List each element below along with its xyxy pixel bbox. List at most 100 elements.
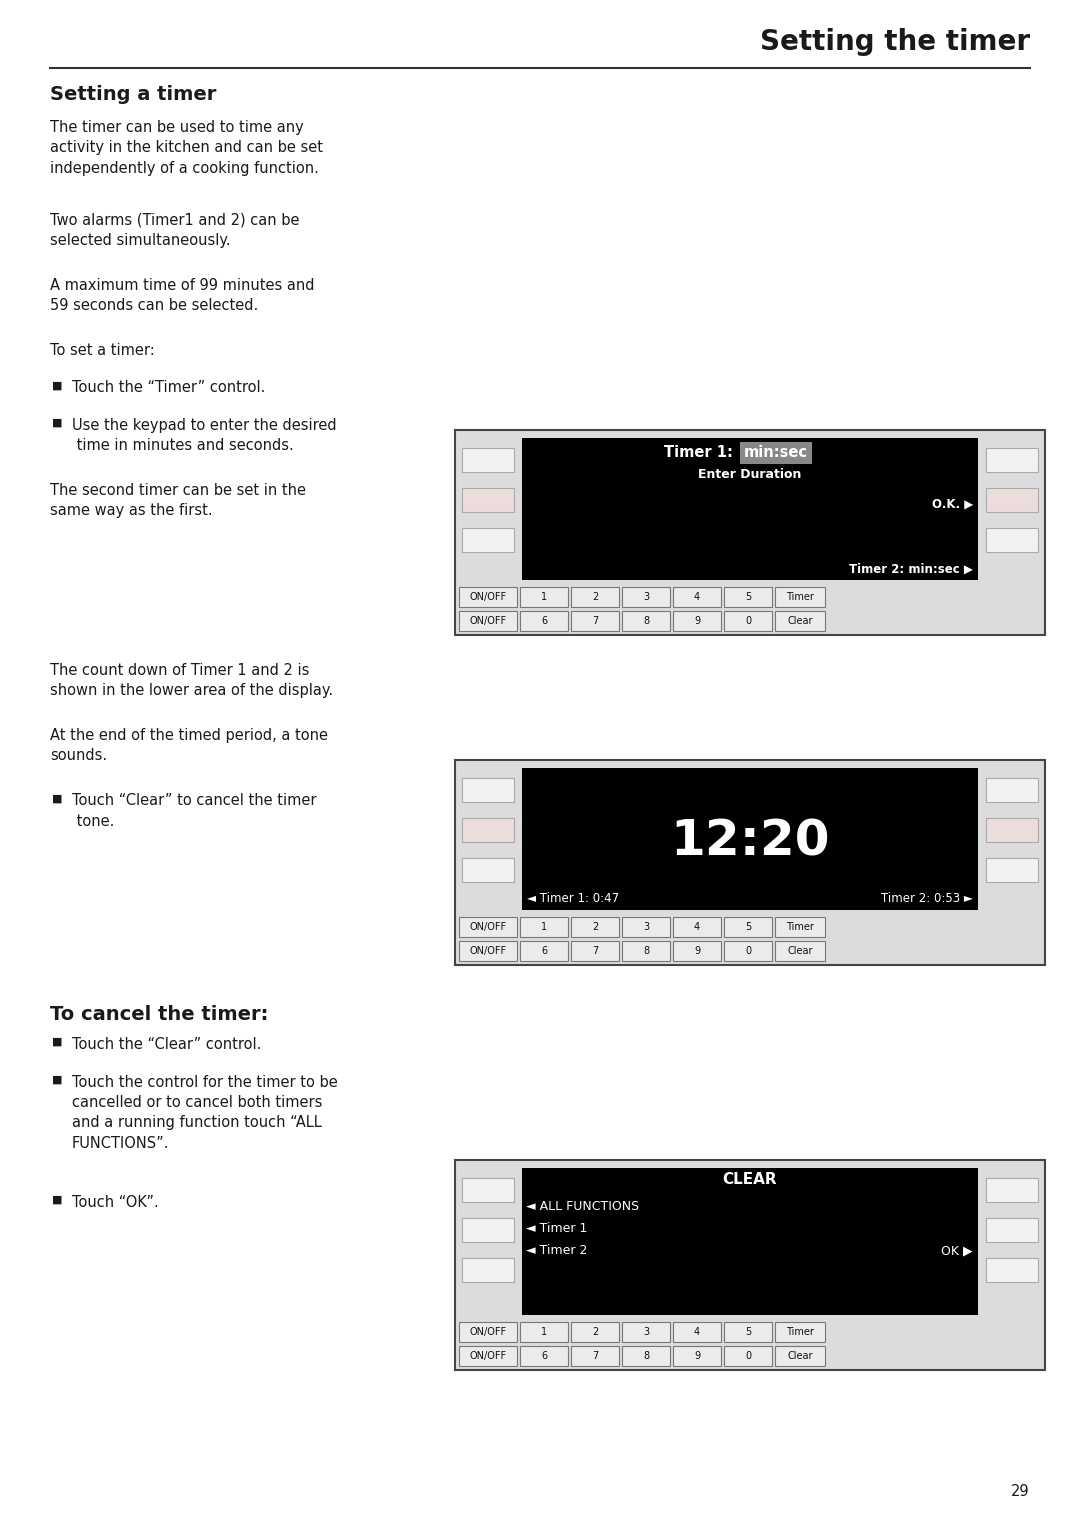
Bar [522, 889, 978, 910]
Bar [775, 586, 825, 608]
Bar [775, 941, 825, 960]
Bar [462, 858, 514, 883]
Bar [462, 777, 514, 802]
Bar [986, 1258, 1038, 1283]
Text: 8: 8 [643, 615, 649, 626]
Bar [462, 1177, 514, 1202]
Text: A maximum time of 99 minutes and
59 seconds can be selected.: A maximum time of 99 minutes and 59 seco… [50, 278, 314, 313]
Text: Use the keypad to enter the desired
 time in minutes and seconds.: Use the keypad to enter the desired time… [72, 418, 337, 454]
Text: 3: 3 [643, 922, 649, 931]
Bar [459, 1322, 517, 1342]
Text: 6: 6 [541, 947, 548, 956]
Text: Timer 2: 0:53 ►: Timer 2: 0:53 ► [881, 892, 973, 906]
Bar [724, 918, 772, 938]
Text: ◄ Timer 2: ◄ Timer 2 [526, 1245, 588, 1257]
Bar [673, 586, 721, 608]
Bar [571, 941, 619, 960]
Bar [522, 768, 978, 910]
Bar [622, 918, 670, 938]
Text: 2: 2 [592, 922, 598, 931]
Bar [522, 1168, 978, 1315]
Bar [775, 918, 825, 938]
Bar [522, 438, 978, 580]
Text: Touch the “Clear” control.: Touch the “Clear” control. [72, 1037, 261, 1052]
Text: Clear: Clear [787, 1351, 813, 1361]
Text: 4: 4 [694, 1327, 700, 1338]
Text: Setting the timer: Setting the timer [760, 27, 1030, 56]
Text: ◄ Timer 1: 0:47: ◄ Timer 1: 0:47 [527, 892, 619, 906]
Bar [462, 447, 514, 472]
Bar [673, 1345, 721, 1367]
Bar [455, 760, 1045, 965]
Text: Timer 1:: Timer 1: [664, 444, 738, 460]
Text: 5: 5 [745, 1327, 751, 1338]
Text: Timer: Timer [786, 1327, 814, 1338]
Bar [519, 918, 568, 938]
Bar [724, 611, 772, 631]
Text: CLEAR: CLEAR [723, 1173, 778, 1186]
Text: 3: 3 [643, 1327, 649, 1338]
Bar [986, 1219, 1038, 1241]
Text: ON/OFF: ON/OFF [470, 922, 507, 931]
Bar [775, 1345, 825, 1367]
Bar [986, 447, 1038, 472]
Text: ■: ■ [52, 1075, 63, 1084]
Text: OK ▶: OK ▶ [942, 1245, 973, 1257]
Text: 9: 9 [694, 1351, 700, 1361]
Bar [986, 528, 1038, 551]
Bar [673, 611, 721, 631]
Text: 0: 0 [745, 1351, 751, 1361]
Bar [519, 941, 568, 960]
Text: ■: ■ [52, 1037, 63, 1048]
Bar [622, 941, 670, 960]
Bar [522, 1168, 978, 1194]
Bar [571, 918, 619, 938]
Bar [519, 1322, 568, 1342]
Bar [571, 1322, 619, 1342]
Text: ON/OFF: ON/OFF [470, 947, 507, 956]
Text: Touch the control for the timer to be
cancelled or to cancel both timers
and a r: Touch the control for the timer to be ca… [72, 1075, 338, 1151]
Bar [986, 818, 1038, 841]
Bar [462, 528, 514, 551]
Text: Clear: Clear [787, 615, 813, 626]
Text: Enter Duration: Enter Duration [699, 467, 801, 481]
Bar [459, 941, 517, 960]
Text: 2: 2 [592, 592, 598, 602]
Text: 6: 6 [541, 1351, 548, 1361]
Text: The timer can be used to time any
activity in the kitchen and can be set
indepen: The timer can be used to time any activi… [50, 121, 323, 176]
Text: 1: 1 [541, 922, 548, 931]
Bar [459, 586, 517, 608]
Text: O.K. ▶: O.K. ▶ [932, 498, 973, 512]
Text: 3: 3 [643, 592, 649, 602]
Bar [724, 1322, 772, 1342]
Text: Timer: Timer [786, 922, 814, 931]
Bar [673, 1322, 721, 1342]
Text: 0: 0 [745, 947, 751, 956]
Bar [622, 611, 670, 631]
Text: ■: ■ [52, 418, 63, 428]
Bar [986, 858, 1038, 883]
Text: ON/OFF: ON/OFF [470, 1351, 507, 1361]
Text: ON/OFF: ON/OFF [470, 592, 507, 602]
Bar [462, 818, 514, 841]
Text: ■: ■ [52, 380, 63, 391]
Text: ■: ■ [52, 1194, 63, 1205]
Text: 29: 29 [1011, 1484, 1030, 1500]
Text: ◄ Timer 1: ◄ Timer 1 [526, 1222, 588, 1235]
Text: 7: 7 [592, 615, 598, 626]
Bar [673, 918, 721, 938]
Text: 9: 9 [694, 615, 700, 626]
Text: Timer: Timer [786, 592, 814, 602]
Text: At the end of the timed period, a tone
sounds.: At the end of the timed period, a tone s… [50, 728, 328, 764]
Text: 7: 7 [592, 947, 598, 956]
Text: 2: 2 [592, 1327, 598, 1338]
Bar [724, 586, 772, 608]
Text: 6: 6 [541, 615, 548, 626]
Text: Timer 2: min:sec ▶: Timer 2: min:sec ▶ [849, 563, 973, 576]
Bar [459, 1345, 517, 1367]
Text: Touch “OK”.: Touch “OK”. [72, 1194, 159, 1209]
Bar [462, 1258, 514, 1283]
Text: 1: 1 [541, 592, 548, 602]
Text: To cancel the timer:: To cancel the timer: [50, 1005, 268, 1025]
Text: 8: 8 [643, 1351, 649, 1361]
